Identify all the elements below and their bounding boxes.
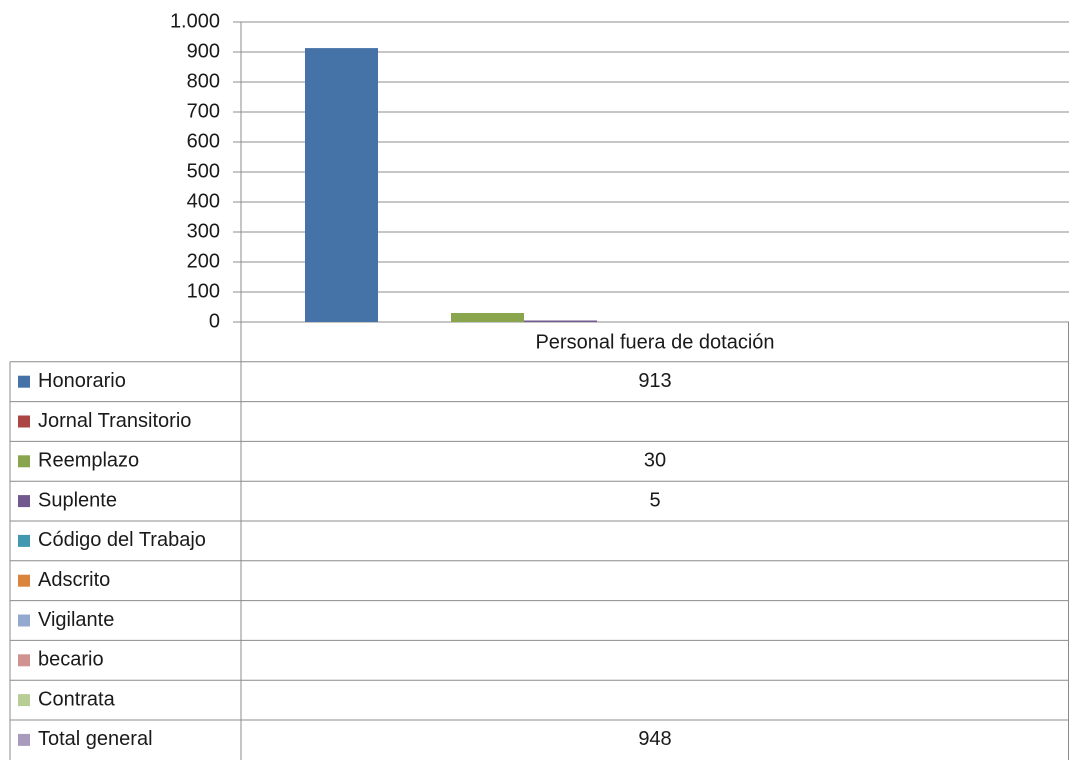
y-tick-label: 200 — [187, 250, 220, 272]
table-value: 30 — [644, 450, 666, 472]
legend-swatch — [18, 574, 30, 587]
table-value: 5 — [649, 489, 660, 511]
legend-swatch — [18, 614, 30, 627]
y-tick-label: 300 — [187, 220, 220, 242]
y-tick-label: 400 — [187, 190, 220, 212]
x-tick-label: Personal fuera de dotación — [535, 331, 774, 353]
legend-swatch — [18, 415, 30, 428]
y-tick-label: 600 — [187, 130, 220, 152]
table-value: 948 — [638, 728, 671, 750]
y-tick-label: 1.000 — [170, 10, 220, 32]
y-tick-label: 0 — [209, 310, 220, 332]
bar — [305, 48, 378, 322]
y-tick-label: 500 — [187, 160, 220, 182]
legend-label: Suplente — [38, 489, 117, 511]
legend-swatch — [18, 733, 30, 746]
bar — [524, 320, 597, 322]
legend-swatch — [18, 534, 30, 547]
legend-label: becario — [38, 649, 104, 671]
bar — [451, 313, 524, 322]
legend-label: Jornal Transitorio — [38, 410, 191, 432]
y-tick-label: 900 — [187, 40, 220, 62]
y-tick-label: 800 — [187, 70, 220, 92]
legend-swatch — [18, 375, 30, 388]
legend-label: Honorario — [38, 370, 126, 392]
legend-label: Adscrito — [38, 569, 110, 591]
y-tick-label: 100 — [187, 280, 220, 302]
table-value: 913 — [638, 370, 671, 392]
legend-swatch — [18, 694, 30, 707]
legend-swatch — [18, 495, 30, 508]
legend-label: Vigilante — [38, 609, 114, 631]
legend-label: Reemplazo — [38, 450, 139, 472]
legend-label: Código del Trabajo — [38, 529, 206, 551]
legend-swatch — [18, 654, 30, 667]
legend-swatch — [18, 455, 30, 468]
legend-label: Total general — [38, 728, 153, 750]
y-tick-label: 700 — [187, 100, 220, 122]
legend-label: Contrata — [38, 688, 116, 710]
